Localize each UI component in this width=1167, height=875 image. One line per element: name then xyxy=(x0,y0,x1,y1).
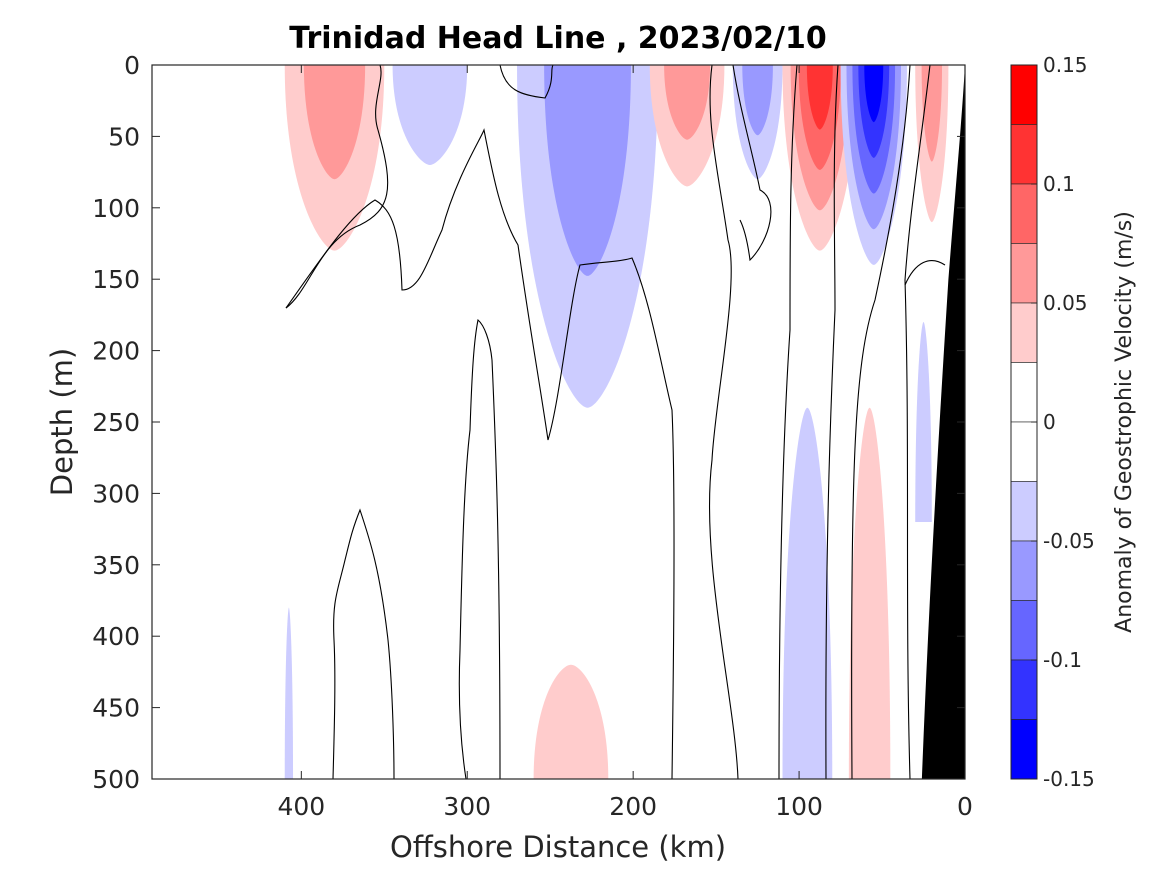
zero-contour-line xyxy=(285,65,389,309)
zero-contour-line xyxy=(732,65,772,262)
x-tick-label: 100 xyxy=(775,792,823,821)
contour-fill-level xyxy=(864,65,884,123)
colorbar-level xyxy=(1010,600,1038,661)
colorbar-tick-label: 0.1 xyxy=(1043,172,1075,196)
plot-area: 400 300 200 100 0 0 50 100 150 200 250 300 350 400 45… xyxy=(92,51,973,821)
x-tick-label: 400 xyxy=(277,792,325,821)
contour-fill-level xyxy=(915,322,932,522)
colorbar-tick-label: 0.05 xyxy=(1043,291,1088,315)
y-tick-label: 450 xyxy=(92,694,140,723)
contour-feature-surface-jet-positive-1 xyxy=(284,65,385,251)
contour-fill-level xyxy=(848,407,891,779)
contour-feature-shelf-negative xyxy=(915,322,932,522)
contour-fills xyxy=(284,65,949,779)
colorbar-level xyxy=(1010,243,1038,304)
zero-contour-line xyxy=(904,65,931,779)
y-tick-label: 0 xyxy=(124,51,140,80)
bathymetry xyxy=(921,65,965,779)
zero-contour-line xyxy=(851,65,911,779)
y-axis: 0 50 100 150 200 250 300 350 400 450 500 xyxy=(92,51,965,794)
colorbar-level xyxy=(1010,124,1038,185)
x-tick-label: 300 xyxy=(443,792,491,821)
zero-contour-line xyxy=(708,65,739,779)
colorbar-level xyxy=(1010,362,1038,423)
colorbar-level xyxy=(1010,302,1038,363)
x-axis: 400 300 200 100 0 xyxy=(277,65,973,821)
zero-contour-line xyxy=(285,128,675,779)
contour-fill-level xyxy=(392,65,468,165)
contour-fill-level xyxy=(544,65,631,276)
x-axis-label: Offshore Distance (km) xyxy=(390,830,726,864)
zero-contour-line xyxy=(332,508,395,779)
y-axis-label: Depth (m) xyxy=(45,348,79,496)
zero-contour-lines xyxy=(285,65,946,779)
contour-fill-level xyxy=(742,65,773,136)
colorbar-level xyxy=(1010,183,1038,244)
colorbar-label: Anomaly of Geostrophic Velocity (m/s) xyxy=(1112,211,1137,633)
colorbar-level xyxy=(1010,481,1038,542)
y-tick-label: 100 xyxy=(92,194,140,223)
contour-fill-level xyxy=(806,65,833,130)
contour-feature-surface-jet-negative-1 xyxy=(392,65,468,165)
colorbar-tick-label: 0.15 xyxy=(1043,53,1088,77)
colorbar: 0.15 0.1 0.05 0 -0.05 -0.1 -0.15 xyxy=(1010,53,1095,791)
contour-feature-deep-positive-2 xyxy=(533,664,609,779)
contour-feature-surface-jet-negative-2 xyxy=(517,65,659,408)
contour-feature-surface-jet-negative-4 xyxy=(840,65,907,265)
y-tick-label: 150 xyxy=(92,265,140,294)
zero-contour-line xyxy=(499,65,554,99)
contour-fill-level xyxy=(284,607,294,779)
contour-feature-deep-negative-2 xyxy=(284,607,294,779)
chart-title: Trinidad Head Line , 2023/02/10 xyxy=(289,21,826,56)
contour-feature-surface-jet-positive-2 xyxy=(649,65,725,187)
x-tick-label: 0 xyxy=(957,792,973,821)
contour-fill-level xyxy=(303,65,366,180)
zero-contour-line xyxy=(825,65,839,779)
contour-feature-surface-jet-negative-3 xyxy=(732,65,783,180)
y-tick-label: 400 xyxy=(92,622,140,651)
colorbar-tick-label: -0.05 xyxy=(1043,529,1095,553)
colorbar-level xyxy=(1010,659,1038,720)
contour-feature-deep-positive xyxy=(848,407,891,779)
y-tick-label: 50 xyxy=(108,122,140,151)
zero-contour-line xyxy=(904,260,946,286)
colorbar-tick-label: 0 xyxy=(1043,410,1056,434)
contour-feature-surface-jet-positive-4 xyxy=(915,65,949,223)
contour-feature-deep-negative xyxy=(782,407,833,779)
colorbar-tick-label: -0.15 xyxy=(1043,767,1095,791)
y-tick-label: 250 xyxy=(92,408,140,437)
colorbar-level xyxy=(1010,719,1038,780)
zero-contour-line xyxy=(458,318,501,779)
colorbar-level xyxy=(1010,540,1038,601)
zero-contour-line xyxy=(778,65,798,779)
colorbar-tick-label: -0.1 xyxy=(1043,648,1082,672)
colorbar-ticks: 0.15 0.1 0.05 0 -0.05 -0.1 -0.15 xyxy=(1031,53,1095,791)
colorbar-level xyxy=(1010,64,1038,125)
seafloor-bathymetry xyxy=(921,65,965,779)
y-tick-label: 350 xyxy=(92,551,140,580)
colorbar-level xyxy=(1010,421,1038,482)
contour-fill-level xyxy=(782,407,833,779)
y-tick-label: 300 xyxy=(92,479,140,508)
y-tick-label: 500 xyxy=(92,765,140,794)
x-tick-label: 200 xyxy=(609,792,657,821)
contour-fill-level xyxy=(664,65,711,140)
y-tick-label: 200 xyxy=(92,337,140,366)
contour-fill-level xyxy=(533,664,609,779)
